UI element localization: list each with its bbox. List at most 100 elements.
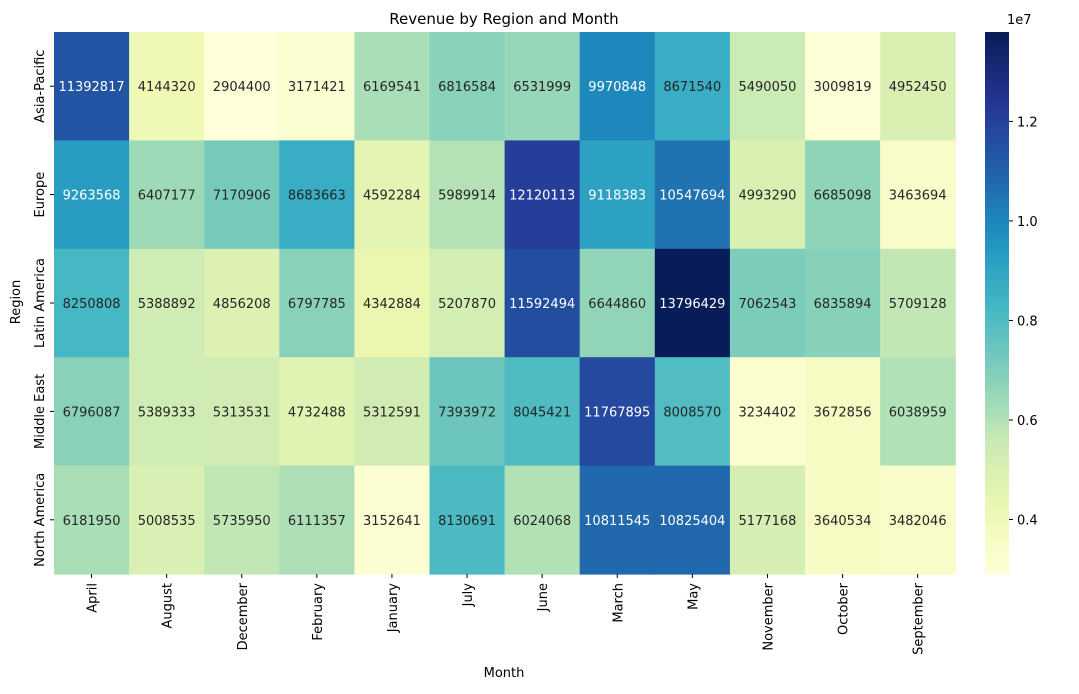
heatmap-cell — [54, 248, 130, 358]
heatmap-cell — [729, 32, 806, 141]
heatmap-cell — [279, 357, 355, 467]
cell-value-label: 5207870 — [438, 297, 496, 312]
cell-value-label: 8671540 — [663, 80, 721, 95]
x-tick-label: August — [161, 583, 176, 629]
heatmap-cell — [204, 140, 280, 250]
heatmap-cell — [654, 32, 731, 141]
cell-value-label: 6407177 — [138, 189, 196, 204]
cell-value-label: 9263568 — [63, 189, 121, 204]
x-tick-label: March — [611, 583, 626, 623]
heatmap-cell — [729, 140, 806, 250]
cell-value-label: 4993290 — [738, 189, 796, 204]
cell-value-label: 3640534 — [814, 514, 872, 529]
cell-value-label: 8008570 — [663, 405, 721, 420]
colorbar: 0.4 0.6 0.8 1.0 1.2 1e7 — [985, 13, 1038, 574]
chart-title: Revenue by Region and Month — [389, 10, 618, 28]
cell-value-label: 9118383 — [588, 189, 646, 204]
cell-value-label: 8683663 — [288, 189, 346, 204]
y-tick-label: Asia-Pacific — [33, 50, 48, 123]
cell-value-label: 4144320 — [138, 80, 196, 95]
colorbar-gradient — [985, 32, 1009, 574]
cell-value-label: 6169541 — [363, 80, 421, 95]
cell-value-label: 3482046 — [889, 514, 947, 529]
heatmap-cell — [204, 357, 280, 467]
cell-value-label: 5312591 — [363, 405, 421, 420]
colorbar-offset-label: 1e7 — [1007, 13, 1032, 28]
heatmap-cell — [429, 140, 506, 250]
cell-value-label: 7393972 — [438, 405, 496, 420]
cell-value-label: 4342884 — [363, 297, 421, 312]
cell-value-label: 5735950 — [213, 514, 271, 529]
heatmap-cell — [129, 32, 205, 141]
cell-value-label: 8250808 — [63, 297, 121, 312]
colorbar-tick-label: 0.4 — [1017, 513, 1038, 528]
heatmap-cell — [654, 357, 731, 467]
cell-value-label: 6644860 — [588, 297, 646, 312]
colorbar-tick-label: 0.8 — [1017, 314, 1038, 329]
cell-value-label: 6796087 — [63, 405, 121, 420]
cell-value-label: 6797785 — [288, 297, 346, 312]
cell-value-label: 5388892 — [138, 297, 196, 312]
heatmap-cell — [880, 357, 956, 467]
heatmap-cell — [429, 248, 506, 358]
heatmap-cell — [654, 140, 731, 250]
x-tick-label: November — [761, 582, 776, 650]
cell-value-label: 3152641 — [363, 514, 421, 529]
cell-value-label: 5177168 — [738, 514, 796, 529]
colorbar-tick-label: 1.2 — [1017, 115, 1038, 130]
cell-value-label: 12120113 — [509, 189, 575, 204]
colorbar-tick-label: 0.6 — [1017, 414, 1038, 429]
y-tick-label: Europe — [33, 172, 48, 218]
heatmap-cell — [579, 248, 656, 358]
heatmap-cell — [279, 32, 355, 141]
heatmap-cell — [579, 357, 656, 467]
x-tick-label: October — [837, 582, 852, 635]
y-axis-label: Region — [9, 280, 24, 325]
cell-value-label: 3171421 — [288, 80, 346, 95]
heatmap-cell — [504, 357, 581, 467]
heatmap-cell — [805, 140, 881, 250]
cell-value-label: 11592494 — [509, 297, 575, 312]
heatmap-cell — [354, 357, 431, 467]
colorbar-tick-label: 1.0 — [1017, 215, 1038, 230]
heatmap-cell — [429, 357, 506, 467]
x-axis: April August December February January July Ju… — [86, 574, 927, 655]
x-tick-label: December — [236, 582, 251, 650]
heatmap-cell — [880, 140, 956, 250]
cell-value-label: 4732488 — [288, 405, 346, 420]
y-tick-label: Latin America — [33, 258, 48, 348]
y-tick-label: Middle East — [33, 374, 48, 449]
cell-value-label: 4952450 — [889, 80, 947, 95]
heatmap-cell — [279, 140, 355, 250]
cell-value-label: 3463694 — [889, 189, 947, 204]
cell-value-label: 5008535 — [138, 514, 196, 529]
cell-value-label: 5709128 — [889, 297, 947, 312]
cell-value-label: 11392817 — [58, 80, 124, 95]
heatmap-cell — [880, 465, 956, 575]
x-axis-label: Month — [484, 666, 525, 681]
heatmap-cell — [729, 357, 806, 467]
x-tick-label: September — [912, 582, 927, 655]
cell-value-label: 13796429 — [659, 297, 725, 312]
heatmap-cell — [354, 248, 431, 358]
cell-value-label: 11767895 — [584, 405, 650, 420]
heatmap-cell — [504, 140, 581, 250]
heatmap-cells: 11392817 4144320 2904400 3171421 6169541 6816… — [54, 32, 956, 575]
heatmap-cell — [54, 140, 130, 250]
cell-value-label: 2904400 — [213, 80, 271, 95]
cell-value-label: 5490050 — [738, 80, 796, 95]
heatmap-cell — [354, 32, 431, 141]
x-tick-label: January — [386, 583, 401, 634]
cell-value-label: 4856208 — [213, 297, 271, 312]
cell-value-label: 6111357 — [288, 514, 346, 529]
heatmap-cell — [129, 465, 205, 575]
heatmap-cell — [654, 248, 731, 358]
cell-value-label: 3009819 — [814, 80, 872, 95]
heatmap-cell — [504, 32, 581, 141]
heatmap-cell — [279, 465, 355, 575]
heatmap-cell — [279, 248, 355, 358]
heatmap-cell — [354, 140, 431, 250]
heatmap-cell — [204, 248, 280, 358]
